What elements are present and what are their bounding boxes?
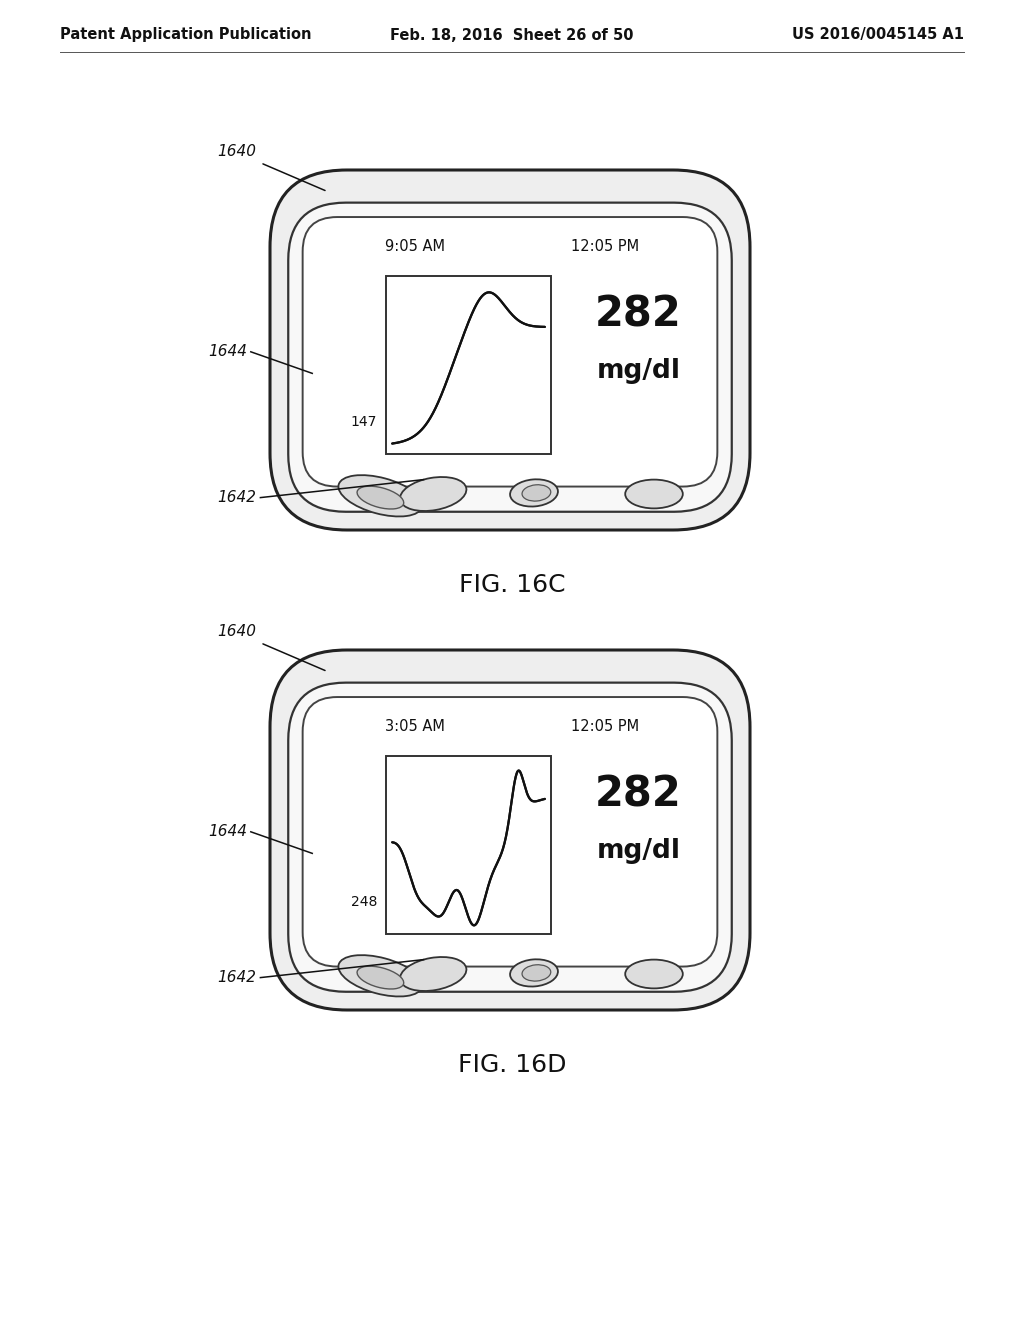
FancyBboxPatch shape <box>270 649 750 1010</box>
Text: 282: 282 <box>595 774 682 814</box>
FancyBboxPatch shape <box>288 203 732 512</box>
Text: 12:05 PM: 12:05 PM <box>571 719 639 734</box>
Text: FIG. 16D: FIG. 16D <box>458 1053 566 1077</box>
Ellipse shape <box>522 965 551 981</box>
Text: 3:05 AM: 3:05 AM <box>385 719 444 734</box>
Ellipse shape <box>400 957 466 991</box>
Ellipse shape <box>400 477 466 511</box>
Ellipse shape <box>338 956 422 997</box>
Text: 1644: 1644 <box>208 824 247 840</box>
Text: FIG. 16C: FIG. 16C <box>459 573 565 597</box>
Text: Feb. 18, 2016  Sheet 26 of 50: Feb. 18, 2016 Sheet 26 of 50 <box>390 28 634 42</box>
Text: 1640: 1640 <box>217 624 256 639</box>
FancyBboxPatch shape <box>303 697 718 966</box>
Text: 9:05 AM: 9:05 AM <box>385 239 444 255</box>
Text: 147: 147 <box>351 416 377 429</box>
Bar <box>386 276 552 454</box>
Ellipse shape <box>626 960 683 989</box>
Ellipse shape <box>338 475 422 516</box>
Text: US 2016/0045145 A1: US 2016/0045145 A1 <box>792 28 964 42</box>
FancyBboxPatch shape <box>270 170 750 531</box>
Text: mg/dl: mg/dl <box>597 358 681 384</box>
Text: Patent Application Publication: Patent Application Publication <box>60 28 311 42</box>
Ellipse shape <box>357 486 403 510</box>
Text: 1642: 1642 <box>217 970 256 985</box>
Text: 1640: 1640 <box>217 144 256 158</box>
Ellipse shape <box>510 960 558 986</box>
Ellipse shape <box>357 966 403 989</box>
Text: mg/dl: mg/dl <box>597 838 681 863</box>
FancyBboxPatch shape <box>303 216 718 487</box>
Ellipse shape <box>510 479 558 507</box>
Ellipse shape <box>626 479 683 508</box>
FancyBboxPatch shape <box>288 682 732 991</box>
Ellipse shape <box>522 484 551 502</box>
Text: 12:05 PM: 12:05 PM <box>571 239 639 255</box>
Text: 282: 282 <box>595 293 682 335</box>
Text: 1644: 1644 <box>208 345 247 359</box>
Bar <box>386 756 552 935</box>
Text: 248: 248 <box>351 895 377 909</box>
Text: 1642: 1642 <box>217 490 256 506</box>
